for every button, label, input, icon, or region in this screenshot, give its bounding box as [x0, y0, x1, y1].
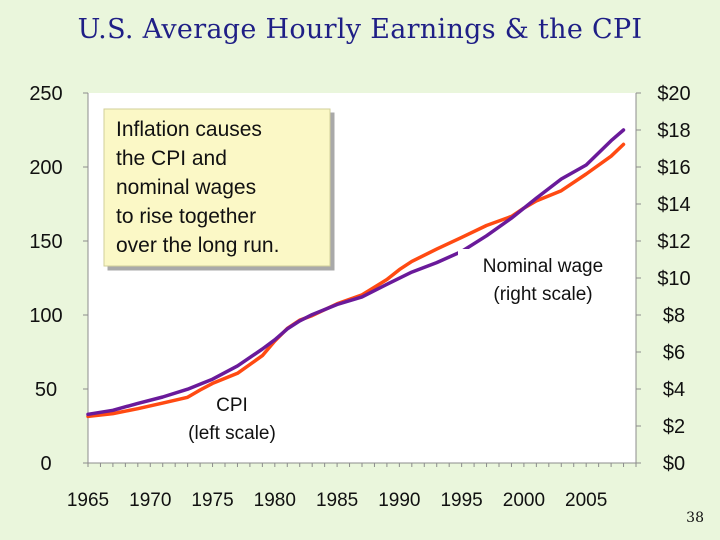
- x-tick-label: 1990: [378, 490, 420, 511]
- y-right-tick-label: $16: [657, 157, 690, 179]
- wage-label-line: (right scale): [493, 284, 592, 305]
- y-left-tick-label: 250: [29, 83, 62, 105]
- x-tick-label: 1975: [191, 490, 233, 511]
- y-right-tick-label: $20: [657, 83, 690, 105]
- y-left-tick-label: 200: [29, 157, 62, 179]
- x-tick-label: 2000: [503, 490, 545, 511]
- slide-title: U.S. Average Hourly Earnings & the CPI: [77, 14, 643, 45]
- y-right-tick-label: $18: [657, 120, 690, 142]
- cpi-label-line: CPI: [216, 395, 248, 416]
- annotation-box-line: the CPI and: [116, 147, 227, 170]
- y-right-tick-label: $2: [663, 416, 685, 438]
- annotation-box-line: nominal wages: [116, 176, 256, 199]
- x-tick-label: 1965: [67, 490, 109, 511]
- wage-label-line: Nominal wage: [483, 256, 603, 277]
- y-left-tick-label: 100: [29, 305, 62, 327]
- annotation-box-line: to rise together: [116, 205, 256, 228]
- y-right-tick-label: $12: [657, 231, 690, 253]
- y-right-tick-label: $8: [663, 305, 685, 327]
- page-number: 38: [686, 510, 704, 526]
- y-right-tick-label: $14: [657, 194, 690, 216]
- y-left-tick-label: 150: [29, 231, 62, 253]
- annotation-box-line: Inflation causes: [116, 118, 262, 141]
- x-tick-label: 2005: [565, 490, 607, 511]
- annotation-box-line: over the long run.: [116, 234, 279, 257]
- annotation-layer: Inflation causes the CPI and nominal wages…: [103, 108, 629, 444]
- annotation-box: [103, 108, 331, 267]
- x-tick-label: 1970: [129, 490, 171, 511]
- y-right-tick-label: $10: [657, 268, 690, 290]
- x-tick-label: 1980: [254, 490, 296, 511]
- y-right-tick-label: $6: [663, 342, 685, 364]
- axes: 1965 1970 1975 1980 1985 1990 1995 2000 2005 0 50 1…: [29, 83, 690, 511]
- y-left-tick-label: 50: [35, 379, 57, 401]
- y-left-tick-label: 0: [40, 453, 51, 475]
- cpi-label-line: (left scale): [188, 423, 276, 444]
- x-tick-label: 1985: [316, 490, 358, 511]
- x-tick-label: 1995: [440, 490, 482, 511]
- wage-label-background: [458, 249, 629, 315]
- y-right-tick-label: $0: [663, 453, 685, 475]
- y-right-tick-label: $4: [663, 379, 685, 401]
- series-layer: [86, 128, 626, 419]
- wage-series-line: [86, 128, 626, 417]
